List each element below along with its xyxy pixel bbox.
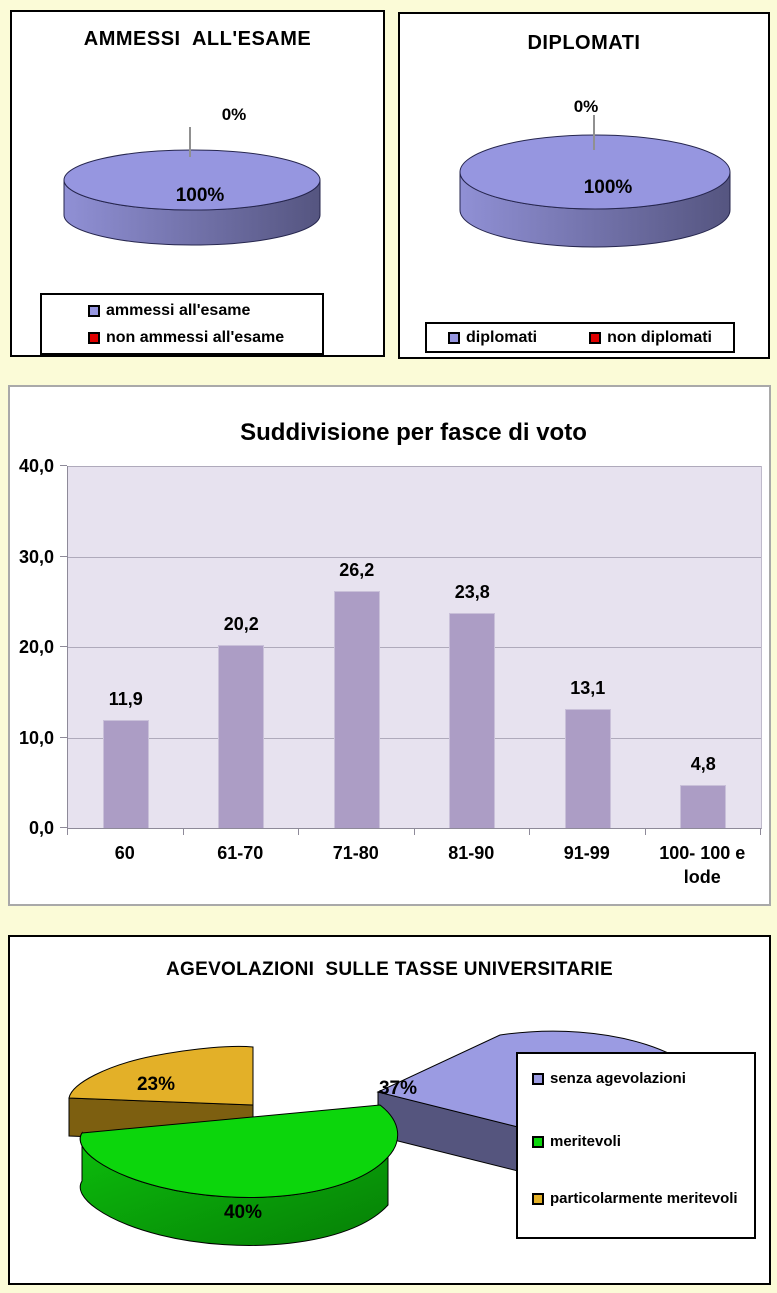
gold-slice-top-face [68,1045,254,1106]
green-slice-top-face [79,1104,399,1198]
legend-marker-particolarmente-meritevoli [532,1192,544,1205]
x-axis-label: 71-80 [332,843,379,863]
x-axis-label: 60 [114,843,135,863]
gridline [68,647,761,648]
y-tick [60,827,67,828]
y-axis-label: 0,0 [28,818,54,838]
x-tick [760,828,761,835]
fasce-voto-chart-panel: Suddivisione per fasce di voto 0,0 10,0 20… [8,385,771,906]
x-tick [298,828,299,835]
gridline [68,737,761,739]
gridline [68,466,761,467]
legend-marker-diplomati [448,331,460,344]
legend-item: particolarmente meritevoli [532,1190,738,1207]
bar [680,784,727,828]
legend-item: ammessi all'esame [88,302,250,320]
legend-marker-ammessi [88,305,100,317]
fasce-voto-chart-title: Suddivisione per fasce di voto [240,419,587,446]
legend-marker-non-ammessi [88,332,100,344]
x-tick [182,828,184,835]
legend-label: diplomati [466,328,538,346]
pie-zero-label: 0% [573,97,599,116]
y-tick [60,465,67,466]
x-axis-label: 100- 100 e lode [659,843,746,887]
diplomati-legend: diplomati non diplomati [425,322,735,353]
y-tick [60,555,67,557]
x-axis-label: 81-90 [448,843,495,863]
legend-item: diplomati [448,329,537,347]
bar-value-label: 20,2 [223,614,259,635]
ammessi-chart-panel: AMMESSI ALL'ESAME 0% 100% ammessi all'es… [10,10,385,357]
tasse-chart-title: AGEVOLAZIONI SULLE TASSE UNIVERSITARIE [166,959,613,980]
pie-hundred-label: 100% [583,177,633,198]
bar-y-axis: 0,0 10,0 20,0 30,0 40,0 [10,456,67,838]
purple-slice-label: 37% [378,1078,418,1099]
green-slice-label: 40% [223,1202,263,1223]
pie-top-face [63,149,321,211]
y-tick [60,646,67,647]
legend-item: senza agevolazioni [532,1070,686,1087]
x-tick [67,828,68,835]
y-axis-label: 30,0 [18,546,54,567]
y-axis-label: 10,0 [18,727,54,748]
bar-plot-area: 11,9 20,2 26,2 23,8 13,1 4,8 [67,466,762,829]
legend-label: non ammessi all'esame [106,329,285,346]
legend-label: particolarmente meritevoli [550,1190,738,1207]
y-tick [60,736,67,738]
bar-value-label: 4,8 [690,753,716,774]
gold-slice-label: 23% [136,1074,176,1095]
legend-item: non ammessi all'esame [88,329,284,347]
bar-value-label: 11,9 [108,689,143,710]
bar-x-axis: 60 61-70 71-80 81-90 91-99 100- 100 e lode [67,828,761,900]
x-axis-label: 91-99 [563,843,610,863]
x-tick [644,828,646,835]
bar-value-label: 23,8 [454,581,490,602]
legend-label: meritevoli [550,1133,621,1150]
tasse-chart-panel: AGEVOLAZIONI SULLE TASSE UNIVERSITARIE 2… [8,935,771,1285]
pie-hundred-label: 100% [175,185,225,206]
legend-item: non diplomati [589,329,712,347]
legend-label: non diplomati [607,328,712,346]
legend-marker-senza-agevolazioni [532,1072,544,1085]
legend-item: meritevoli [532,1133,621,1150]
legend-label: ammessi all'esame [106,302,251,319]
x-tick [413,828,415,835]
bar [102,720,149,828]
ammessi-pie-chart [63,127,321,246]
diplomati-pie-chart [459,115,731,248]
bar-value-label: 26,2 [339,559,375,580]
bar-value-label: 13,1 [570,678,606,699]
bar [564,709,611,828]
bar [218,645,265,828]
ammessi-chart-title: AMMESSI ALL'ESAME [83,28,312,50]
legend-marker-meritevoli [532,1135,544,1148]
y-axis-label: 40,0 [18,456,54,476]
tasse-legend: senza agevolazioni meritevoli particolar… [516,1052,756,1239]
pie-zero-label: 0% [221,105,247,124]
bar [333,590,380,828]
bar [449,612,496,828]
diplomati-chart-panel: DIPLOMATI 0% 100% diplomati non diplomat… [398,12,770,359]
legend-marker-non-diplomati [589,331,602,344]
legend-label: senza agevolazioni [550,1070,686,1087]
gridline [68,556,761,558]
diplomati-chart-title: DIPLOMATI [527,32,641,54]
y-axis-label: 20,0 [18,637,54,657]
x-tick [529,828,530,835]
x-axis-label: 61-70 [217,843,264,863]
ammessi-legend: ammessi all'esame non ammessi all'esame [40,293,324,355]
